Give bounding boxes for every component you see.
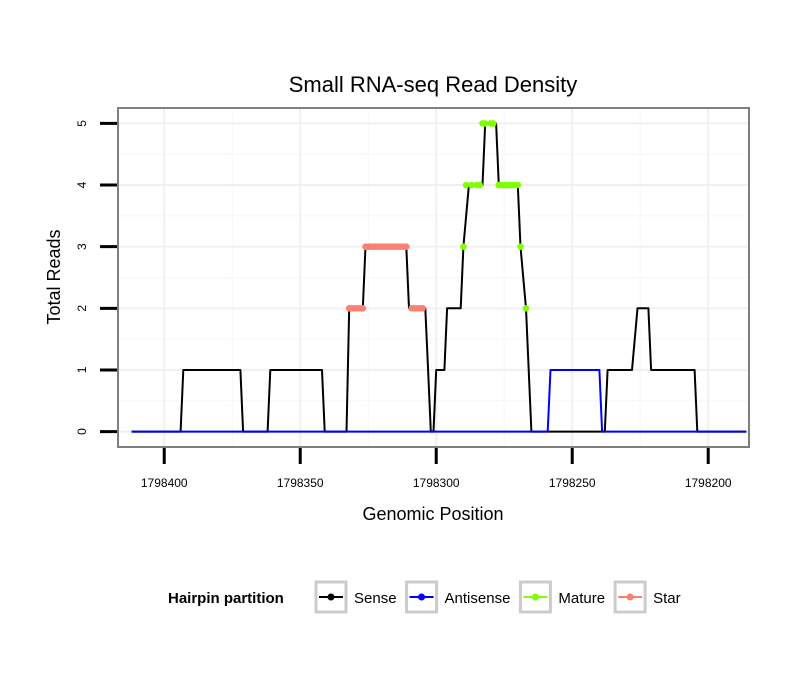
x-tick-label: 1798400 xyxy=(141,476,188,490)
point-mature xyxy=(522,305,530,312)
series-line-sense xyxy=(131,122,747,433)
legend: Hairpin partition Sense Antisense Mature St… xyxy=(168,580,681,614)
y-tick-label: 5 xyxy=(75,120,89,127)
point-mature xyxy=(517,243,524,250)
point-star xyxy=(419,305,426,312)
plot-border xyxy=(117,107,750,448)
legend-item-mature: Mature xyxy=(518,580,605,614)
legend-item-sense: Sense xyxy=(314,580,397,614)
legend-label: Mature xyxy=(558,590,605,607)
x-axis-title: Genomic Position xyxy=(362,504,503,524)
y-tick-label: 4 xyxy=(75,181,89,188)
legend-label: Star xyxy=(653,590,681,607)
y-tick-label: 3 xyxy=(75,243,89,250)
chart-title: Small RNA-seq Read Density xyxy=(289,72,578,97)
point-mature xyxy=(481,120,489,127)
point-mature xyxy=(460,243,467,250)
x-tick-label: 1798300 xyxy=(413,476,460,490)
legend-key-point xyxy=(418,593,426,601)
y-tick-label: 0 xyxy=(75,428,89,435)
x-tick-label: 1798200 xyxy=(685,476,732,490)
legend-title: Hairpin partition xyxy=(168,590,284,607)
y-tick-label: 2 xyxy=(75,305,89,312)
grid xyxy=(118,108,749,447)
legend-item-star: Star xyxy=(613,580,681,614)
point-star xyxy=(403,243,410,250)
point-mature xyxy=(468,181,475,189)
legend-label: Antisense xyxy=(445,590,511,607)
series-layer xyxy=(131,120,747,433)
point-star xyxy=(359,305,367,312)
point-mature xyxy=(462,181,470,189)
point-mature xyxy=(514,181,522,189)
y-tick-label: 1 xyxy=(75,366,89,373)
legend-item-antisense: Antisense xyxy=(405,580,511,614)
point-mature xyxy=(476,181,484,189)
point-mature xyxy=(490,120,497,127)
legend-key-point xyxy=(531,593,539,601)
axes: 0 1 2 3 4 5 1798400 1798350 1798300 1798250 179820… xyxy=(75,120,732,490)
legend-key-point xyxy=(327,593,335,601)
x-tick-label: 1798250 xyxy=(549,476,596,490)
y-axis-title: Total Reads xyxy=(44,229,64,324)
x-tick-label: 1798350 xyxy=(277,476,324,490)
legend-key-point xyxy=(626,593,634,601)
legend-label: Sense xyxy=(354,590,397,607)
series-line-antisense xyxy=(131,369,747,433)
